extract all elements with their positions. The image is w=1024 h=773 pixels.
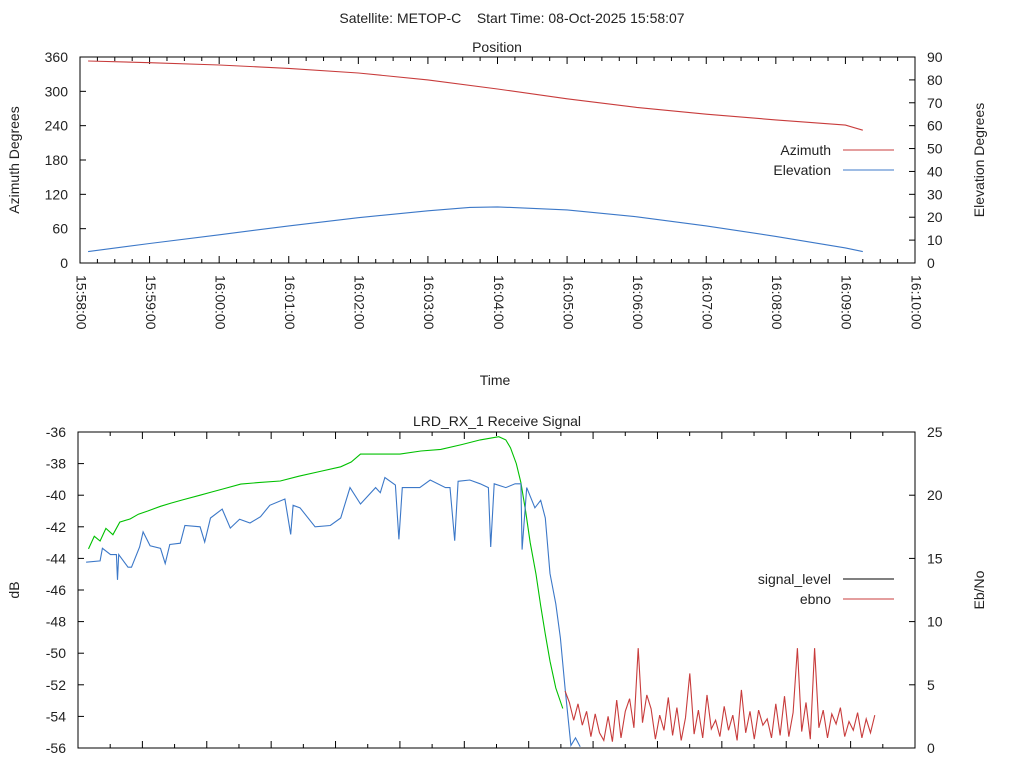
y-tick-label: -46 [46, 582, 66, 598]
y2-tick-label: 15 [927, 550, 943, 566]
signal-y-axis-label: dB [6, 581, 22, 598]
figure-title: Satellite: METOP-C Start Time: 08-Oct-20… [339, 10, 684, 26]
legend-label: Elevation [773, 162, 831, 178]
position-y2-axis-label: Elevation Degrees [971, 103, 987, 217]
x-tick-label: 16:09:00 [839, 275, 855, 330]
legend-label: Azimuth [780, 142, 831, 158]
series-line-ebno_blue [86, 476, 581, 748]
y-tick-label: -50 [46, 645, 66, 661]
y-tick-label: -40 [46, 487, 66, 503]
y-tick-label: -56 [46, 740, 66, 756]
legend-label: ebno [800, 591, 831, 607]
position-y-axis-label: Azimuth Degrees [6, 106, 22, 213]
x-tick-label: 16:03:00 [421, 275, 437, 330]
y2-tick-label: 80 [927, 72, 943, 88]
y2-tick-label: 20 [927, 487, 943, 503]
y-tick-label: 60 [52, 221, 68, 237]
series-line-Azimuth [88, 60, 863, 131]
position-x-axis-label: Time [480, 372, 511, 388]
x-tick-label: 16:02:00 [352, 275, 368, 330]
y-tick-label: 360 [45, 49, 69, 65]
y-tick-label: -48 [46, 614, 66, 630]
y2-tick-label: 40 [927, 163, 943, 179]
series-line-ebno [564, 648, 876, 742]
x-tick-label: 16:01:00 [282, 275, 298, 330]
y-tick-label: -52 [46, 677, 66, 693]
signal-chart-title: LRD_RX_1 Receive Signal [413, 413, 581, 429]
y-tick-label: 180 [45, 152, 69, 168]
x-tick-label: 16:08:00 [769, 275, 785, 330]
position-plot: 0 60 120 180 240 300 360 0 10 20 30 40 50 60 70 80 90 15:… [45, 49, 943, 330]
y2-tick-label: 30 [927, 186, 943, 202]
plot-frame [77, 431, 916, 749]
y-tick-label: -36 [46, 424, 66, 440]
y2-tick-label: 50 [927, 141, 943, 157]
y2-tick-label: 10 [927, 614, 943, 630]
plot-frame [79, 56, 916, 264]
y2-tick-label: 0 [927, 255, 935, 271]
signal-plot: -56 -54 -52 -50 -48 -46 -44 -42 -40 -38 -36 0 5 10 15 2… [46, 424, 943, 756]
y2-tick-label: 20 [927, 209, 943, 225]
y-tick-label: 0 [60, 255, 68, 271]
x-tick-label: 15:58:00 [73, 275, 89, 330]
y-tick-label: 120 [45, 186, 69, 202]
y-tick-label: 240 [45, 118, 69, 134]
y2-tick-label: 70 [927, 95, 943, 111]
signal-y2-axis-label: Eb/No [971, 570, 987, 609]
x-tick-label: 16:07:00 [700, 275, 716, 330]
y-tick-label: -42 [46, 519, 66, 535]
y-tick-label: 300 [45, 83, 69, 99]
y2-tick-label: 90 [927, 49, 943, 65]
series-line-series-0 [88, 436, 564, 709]
series-line-Elevation [88, 206, 863, 253]
x-tick-label: 15:59:00 [143, 275, 159, 330]
legend-label: signal_level [758, 571, 831, 587]
y2-tick-label: 60 [927, 118, 943, 134]
y-tick-label: -54 [46, 708, 66, 724]
y2-tick-label: 25 [927, 424, 943, 440]
x-tick-label: 16:06:00 [630, 275, 646, 330]
x-tick-label: 16:05:00 [560, 275, 576, 330]
y2-tick-label: 10 [927, 232, 943, 248]
position-chart-title: Position [472, 39, 522, 55]
y-tick-label: -44 [46, 550, 66, 566]
y-tick-label: -38 [46, 456, 66, 472]
y2-tick-label: 5 [927, 677, 935, 693]
y2-tick-label: 0 [927, 740, 935, 756]
x-tick-label: 16:00:00 [212, 275, 228, 330]
x-tick-label: 16:10:00 [908, 275, 924, 330]
x-tick-label: 16:04:00 [491, 275, 507, 330]
